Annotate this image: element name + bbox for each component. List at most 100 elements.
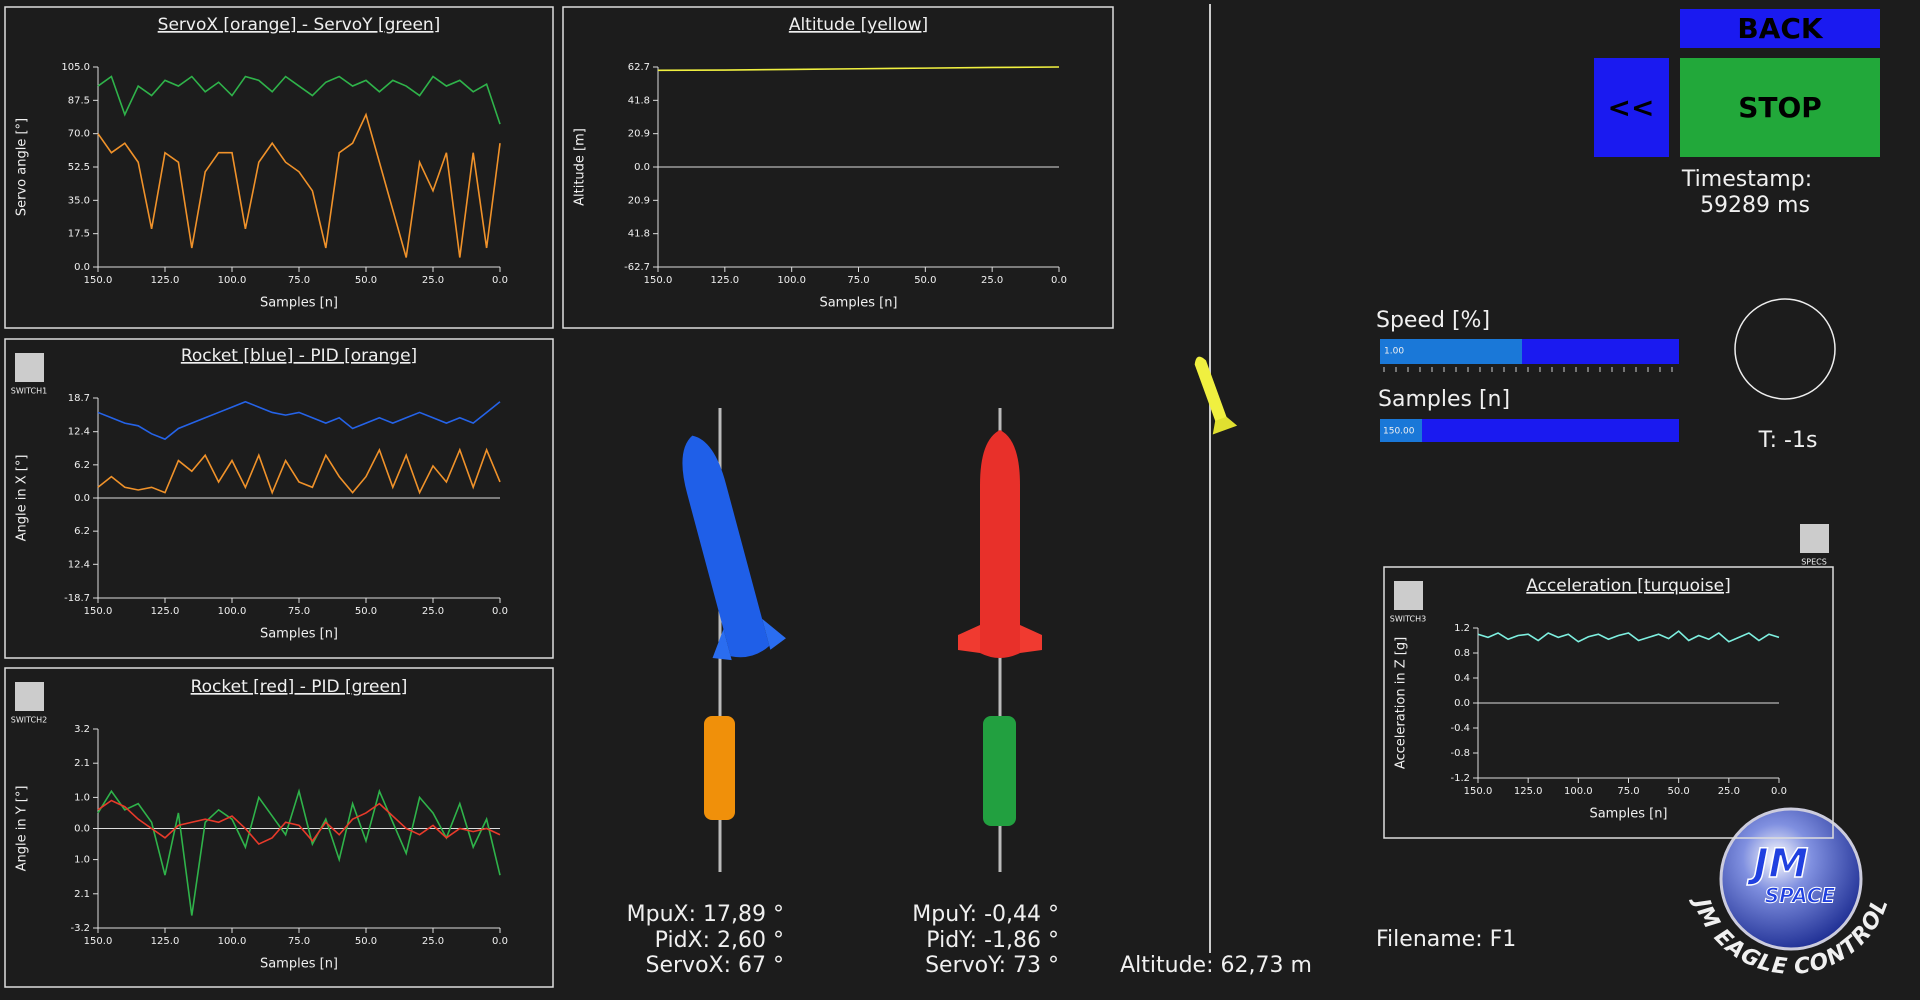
filename: Filename: F1 xyxy=(1376,927,1516,952)
mpux: MpuX: 17,89 ° xyxy=(627,902,784,927)
data-line xyxy=(97,75,501,125)
switch-label: SWITCH3 xyxy=(1390,615,1426,624)
back-label: BACK xyxy=(1737,12,1824,45)
servo-y xyxy=(983,716,1016,826)
y-tick-label: 41.8 xyxy=(628,95,650,106)
y-tick-label: 41.8 xyxy=(628,229,650,240)
x-tick-label: 75.0 xyxy=(1617,786,1639,797)
x-tick-label: 50.0 xyxy=(355,606,377,617)
back-button[interactable] xyxy=(1680,9,1880,48)
y-tick-label: 0.0 xyxy=(634,162,650,173)
x-tick-label: 75.0 xyxy=(288,275,310,286)
x-tick-label: 25.0 xyxy=(422,275,444,286)
pidy: PidY: -1,86 ° xyxy=(926,928,1059,953)
x-tick-label: 150.0 xyxy=(84,606,113,617)
x-tick-label: 100.0 xyxy=(1564,786,1593,797)
x-tick-label: 150.0 xyxy=(644,275,673,286)
x-tick-label: 25.0 xyxy=(422,606,444,617)
y-tick-label: 1.2 xyxy=(1454,623,1470,634)
rocket-y xyxy=(958,430,1042,658)
stop-label: STOP xyxy=(1738,91,1822,124)
y-tick-label: 6.2 xyxy=(74,460,90,471)
y-tick-label: 1.0 xyxy=(74,792,90,803)
x-tick-label: 75.0 xyxy=(288,606,310,617)
x-tick-label: 75.0 xyxy=(847,275,869,286)
logo-word: SPACE xyxy=(1765,884,1836,908)
logo-badge xyxy=(1719,807,1863,951)
data-line xyxy=(97,788,501,916)
x-tick-label: 150.0 xyxy=(84,275,113,286)
samples-slider[interactable] xyxy=(1380,419,1679,442)
y-tick-label: 20.9 xyxy=(628,195,650,206)
x-tick-label: 0.0 xyxy=(492,936,508,947)
data-line xyxy=(657,66,1060,72)
data-line xyxy=(1477,630,1780,643)
y-tick-label: -3.2 xyxy=(70,923,90,934)
switch-label: SWITCH1 xyxy=(11,387,47,396)
y-tick-label: 105.0 xyxy=(61,62,90,73)
chart-title: Acceleration [turquoise] xyxy=(1526,576,1730,596)
data-line xyxy=(97,112,501,258)
y-axis-label: Angle in Y [°] xyxy=(15,786,30,872)
switch[interactable] xyxy=(15,682,44,711)
y-tick-label: 2.1 xyxy=(74,889,90,900)
y-tick-label: 20.9 xyxy=(628,129,650,140)
y-tick-label: 6.2 xyxy=(74,526,90,537)
y-tick-label: -0.4 xyxy=(1450,723,1470,734)
chart-title: Rocket [red] - PID [green] xyxy=(191,677,408,697)
altitude-rocket xyxy=(1194,356,1238,435)
specs-switch[interactable] xyxy=(1800,524,1829,553)
chart-panel xyxy=(1383,566,1834,839)
altitude-readout: Altitude: 62,73 m xyxy=(1120,953,1312,978)
x-axis-label: Samples [n] xyxy=(819,296,897,311)
y-axis-label: Servo angle [°] xyxy=(15,118,30,216)
x-tick-label: 0.0 xyxy=(492,275,508,286)
x-tick-label: 50.0 xyxy=(355,275,377,286)
y-tick-label: 87.5 xyxy=(68,95,90,106)
y-tick-label: 35.0 xyxy=(68,195,90,206)
data-line xyxy=(97,400,501,441)
pidx: PidX: 2,60 ° xyxy=(655,928,784,953)
timer-dial xyxy=(1734,298,1836,400)
timestamp: 59289 ms xyxy=(1700,193,1810,218)
y-tick-label: 52.5 xyxy=(68,162,90,173)
chart-panel xyxy=(4,338,554,659)
x-tick-label: 125.0 xyxy=(151,936,180,947)
y-axis-label: Acceleration in Z [g] xyxy=(1394,637,1409,769)
servoy: ServoY: 73 ° xyxy=(925,953,1059,978)
stop-button[interactable] xyxy=(1680,58,1880,157)
timer: T: -1s xyxy=(1758,428,1818,453)
x-tick-label: 125.0 xyxy=(151,275,180,286)
y-tick-label: 62.7 xyxy=(628,62,650,73)
chart-panel xyxy=(4,6,554,329)
specs-label: SPECS xyxy=(1801,558,1827,567)
y-tick-label: 0.8 xyxy=(1454,648,1470,659)
y-tick-label: 17.5 xyxy=(68,229,90,240)
x-axis-label: Samples [n] xyxy=(260,627,338,642)
y-tick-label: -62.7 xyxy=(624,262,650,273)
x-tick-label: 25.0 xyxy=(1718,786,1740,797)
x-tick-label: 100.0 xyxy=(218,606,247,617)
x-tick-label: 100.0 xyxy=(218,275,247,286)
y-axis-label: Altitude [m] xyxy=(573,128,588,206)
switch[interactable] xyxy=(1394,581,1423,610)
x-tick-label: 50.0 xyxy=(914,275,936,286)
x-axis-label: Samples [n] xyxy=(260,296,338,311)
x-tick-label: 150.0 xyxy=(1464,786,1493,797)
x-tick-label: 125.0 xyxy=(711,275,740,286)
x-tick-label: 0.0 xyxy=(1771,786,1787,797)
y-tick-label: 0.0 xyxy=(74,262,90,273)
x-tick-label: 50.0 xyxy=(355,936,377,947)
rewind-button[interactable] xyxy=(1594,58,1669,157)
speed-label: Speed [%] xyxy=(1376,308,1490,333)
rocket-x xyxy=(682,435,786,661)
switch[interactable] xyxy=(15,353,44,382)
x-tick-label: 50.0 xyxy=(1668,786,1690,797)
speed-fill xyxy=(1380,339,1522,364)
data-line xyxy=(97,447,501,495)
chart-panel xyxy=(562,6,1114,329)
x-tick-label: 0.0 xyxy=(1051,275,1067,286)
x-tick-label: 100.0 xyxy=(777,275,806,286)
logo-initials: JM xyxy=(1747,841,1809,887)
